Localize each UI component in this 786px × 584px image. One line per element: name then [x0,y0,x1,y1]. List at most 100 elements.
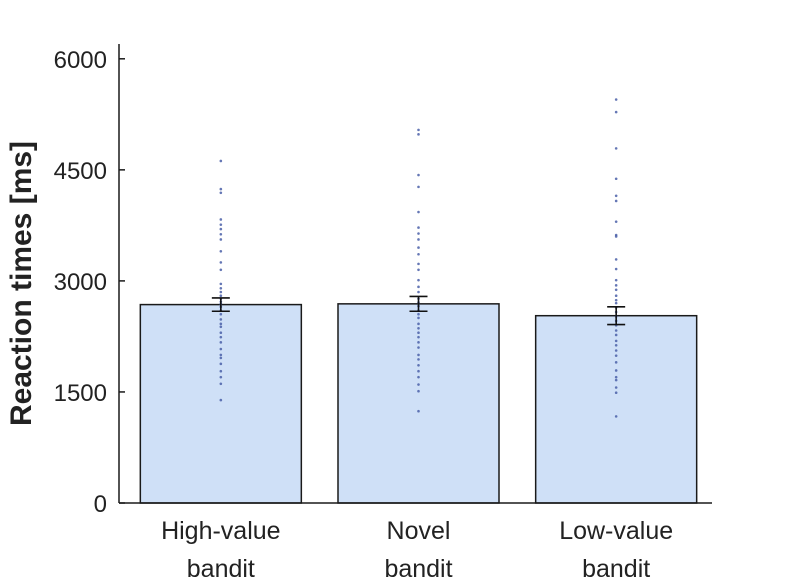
data-point [417,353,420,357]
data-point [614,199,618,203]
data-point [614,375,618,379]
data-point [219,362,223,366]
data-point [417,389,420,393]
data-point [417,262,420,266]
data-point [417,375,420,379]
data-point [614,333,618,337]
data-point [614,415,618,418]
data-point [219,223,223,226]
y-tick-label: 4500 [54,158,107,185]
data-point [614,391,618,394]
data-point [614,284,618,287]
data-point [219,218,223,221]
data-point [219,325,223,329]
data-point [417,331,420,335]
data-point [614,378,618,382]
data-point [614,386,618,389]
data-point [614,147,618,150]
data-point [219,398,223,402]
data-point [417,312,420,316]
data-point [219,356,223,360]
data-point [417,226,420,229]
y-tick-label: 1500 [54,380,107,407]
y-tick-label: 3000 [54,269,107,296]
data-point [219,294,223,298]
data-point [417,383,420,386]
data-point [417,316,420,320]
data-point [219,335,223,339]
data-point [417,128,420,132]
error-bars-layer [211,295,626,326]
data-point [614,294,618,298]
data-point [219,282,223,286]
data-point [219,382,223,386]
data-point [219,331,223,335]
data-point [219,375,223,379]
data-point [219,341,223,344]
data-point [614,278,618,282]
data-point [614,369,618,372]
data-point [614,258,618,261]
data-point [219,287,223,290]
data-point [219,290,223,294]
data-point [614,329,618,332]
data-point [417,268,420,272]
data-point [219,353,223,357]
data-point [219,238,223,241]
data-point [219,232,223,236]
data-point [614,288,618,292]
data-point [417,409,420,413]
data-point [417,326,420,330]
y-ticks-layer: 0 1500 3000 4500 6000 [54,47,125,518]
data-point [614,344,618,347]
data-point [614,98,618,101]
data-point [614,354,618,357]
data-point [614,220,618,223]
data-point [417,252,420,256]
axes-layer [118,44,712,504]
error-bar-1 [409,295,428,313]
x-category-label: Low-value bandit [559,517,673,583]
x-labels-layer: High-value bandit Novel bandit Low-value band… [161,517,673,583]
error-bar-0 [211,297,230,313]
data-point [417,335,420,339]
data-point [614,301,618,305]
data-point [219,322,223,326]
data-point [417,322,420,326]
data-point [417,369,420,373]
data-point [219,268,223,272]
bar-0 [139,303,303,504]
data-point [417,238,420,241]
data-point [614,177,618,181]
data-point [614,339,618,343]
data-point [417,364,420,367]
data-point [219,249,223,253]
error-bar-2 [607,306,626,326]
data-point [614,235,618,238]
data-point [614,361,618,364]
data-point [417,358,420,361]
data-point [614,194,618,198]
data-point [614,298,618,302]
data-points-layer [219,98,618,418]
data-point [219,187,223,191]
data-point [219,318,223,321]
x-category-label: Novel bandit [384,517,452,583]
data-point [417,232,420,235]
bar-2 [534,314,698,504]
data-point [219,227,223,231]
data-point [417,346,420,349]
y-axis-title: Reaction times [ms] [5,141,38,426]
y-tick-label: 6000 [54,47,107,74]
data-point [219,191,223,195]
data-point [417,133,420,136]
data-point [417,341,420,344]
data-point [219,312,223,316]
y-tick-label: 0 [94,491,107,518]
data-point [219,261,223,264]
data-point [614,349,618,352]
data-point [417,290,420,294]
data-point [614,110,618,114]
data-point [219,369,223,373]
